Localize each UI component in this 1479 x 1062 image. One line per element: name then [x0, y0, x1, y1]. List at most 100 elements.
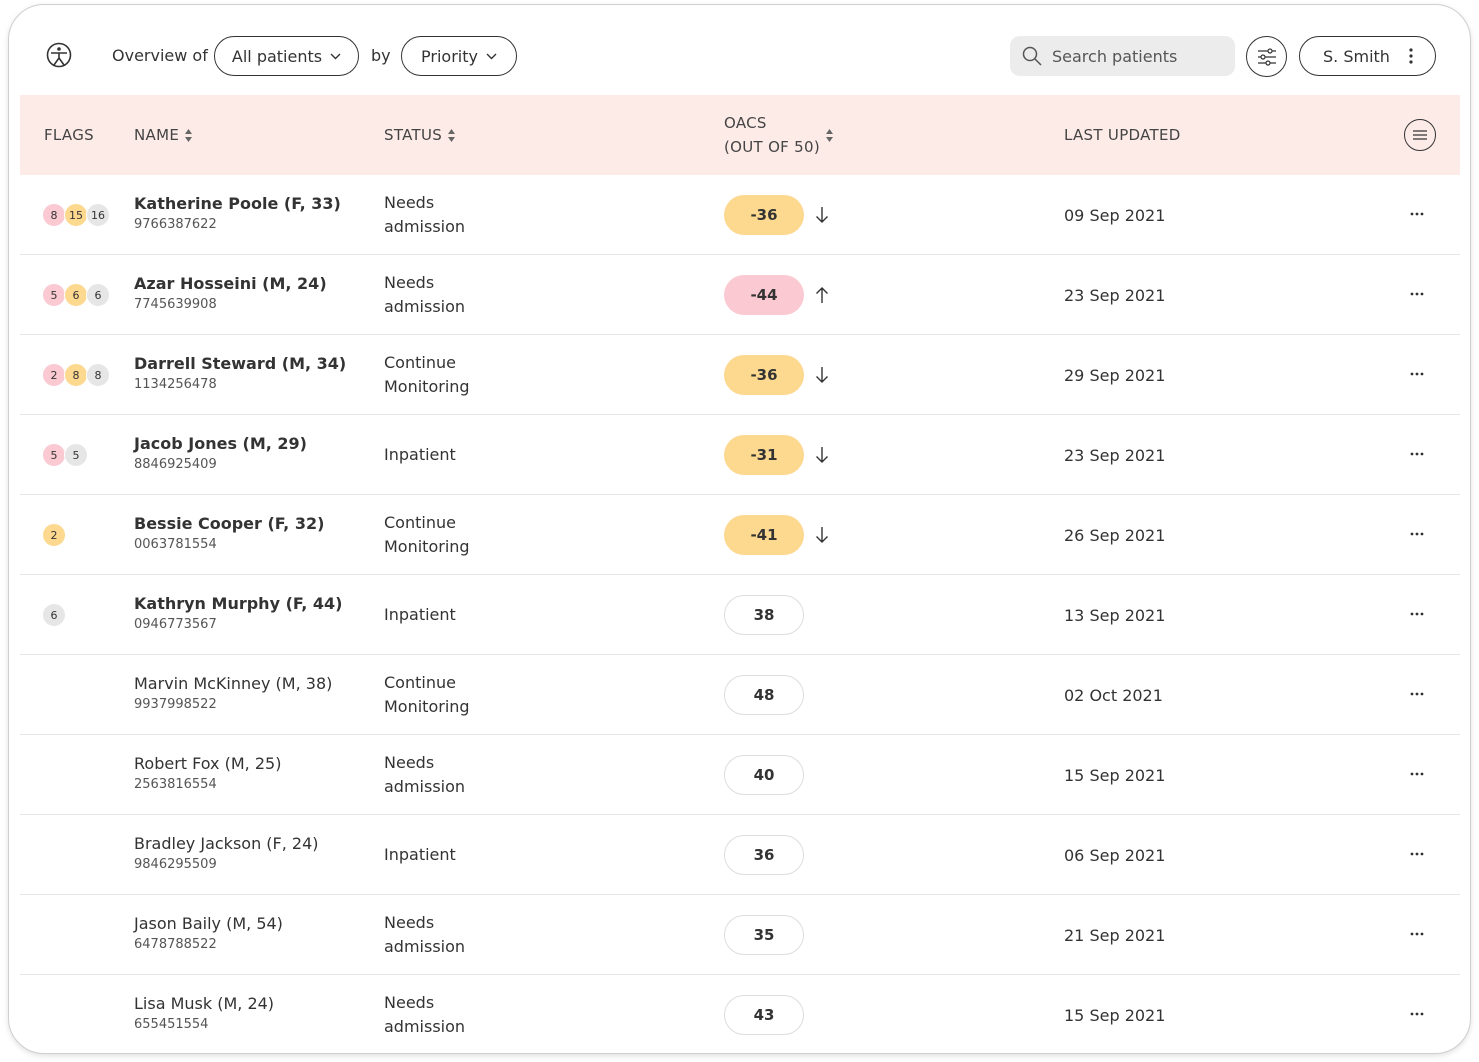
table-row[interactable]: 5 5 Jacob Jones (M, 29) 8846925409 Inpatient…: [20, 415, 1460, 495]
user-menu-button[interactable]: S. Smith: [1299, 36, 1436, 76]
patient-name[interactable]: Darrell Steward (M, 34): [134, 354, 347, 373]
table-row[interactable]: 6 Kathryn Murphy (F, 44) 0946773567 Inpatie…: [20, 575, 1460, 655]
last-updated-cell: 02 Oct 2021: [1064, 685, 1163, 705]
more-dots-icon[interactable]: [1410, 611, 1424, 617]
patient-name[interactable]: Jason Baily (M, 54): [134, 914, 283, 933]
more-dots-icon[interactable]: [1410, 1011, 1424, 1017]
patient-id: 8846925409: [134, 457, 217, 472]
status-cell: Continue Monitoring: [384, 495, 584, 575]
last-updated-header-label: LAST UPDATED: [1064, 126, 1181, 144]
name-cell: Lisa Musk (M, 24) 655451554: [134, 994, 274, 1032]
column-menu-button[interactable]: [1404, 119, 1436, 151]
status-text: Needs admission: [384, 193, 466, 236]
patient-name[interactable]: Bradley Jackson (F, 24): [134, 834, 319, 853]
patient-id: 9937998522: [134, 697, 217, 712]
table-row[interactable]: Robert Fox (M, 25) 2563816554 Needs admiss…: [20, 735, 1460, 815]
patients-filter-label: All patients: [231, 46, 323, 66]
oacs-score-badge: -31: [724, 435, 804, 475]
status-cell: Needs admission: [384, 975, 584, 1053]
flag-badge: 8: [86, 363, 110, 387]
arrow-down-icon: [816, 367, 828, 383]
name-cell: Robert Fox (M, 25) 2563816554: [134, 754, 281, 792]
more-dots-icon[interactable]: [1410, 531, 1424, 537]
oacs-score-badge: -41: [724, 515, 804, 555]
table-row[interactable]: Bradley Jackson (F, 24) 9846295509 Inpatie…: [20, 815, 1460, 895]
patient-id: 0063781554: [134, 537, 217, 552]
name-cell: Darrell Steward (M, 34) 1134256478: [134, 354, 346, 392]
more-dots-icon[interactable]: [1410, 931, 1424, 937]
name-header-label: NAME: [134, 126, 180, 144]
last-updated-cell: 21 Sep 2021: [1064, 925, 1166, 945]
search-input[interactable]: [1052, 46, 1212, 66]
more-dots-icon[interactable]: [1410, 771, 1424, 777]
patient-name[interactable]: Katherine Poole (F, 33): [134, 194, 341, 213]
last-updated-cell: 15 Sep 2021: [1064, 765, 1166, 785]
accessibility-logo-icon[interactable]: [46, 42, 72, 68]
filter-button[interactable]: [1246, 36, 1287, 77]
status-cell: Continue Monitoring: [384, 655, 584, 735]
table-row[interactable]: Lisa Musk (M, 24) 655451554 Needs admissio…: [20, 975, 1460, 1053]
table-row[interactable]: 2 Bessie Cooper (F, 32) 0063781554 Continue…: [20, 495, 1460, 575]
patient-name[interactable]: Lisa Musk (M, 24): [134, 994, 275, 1013]
table-row[interactable]: 5 6 6 Azar Hosseini (M, 24) 7745639908 Needs …: [20, 255, 1460, 335]
flag-badge: 8: [64, 363, 88, 387]
last-updated-cell: 09 Sep 2021: [1064, 205, 1166, 225]
patient-id: 6478788522: [134, 937, 217, 952]
more-dots-icon[interactable]: [1410, 851, 1424, 857]
patient-name[interactable]: Marvin McKinney (M, 38): [134, 674, 333, 693]
kebab-icon: [1409, 48, 1413, 64]
sort-by-dropdown[interactable]: Priority: [401, 36, 517, 76]
status-header-label: STATUS: [384, 126, 443, 144]
search-box: [1010, 36, 1235, 76]
table-row[interactable]: 2 8 8 Darrell Steward (M, 34) 1134256478 Cont…: [20, 335, 1460, 415]
name-cell: Bessie Cooper (F, 32) 0063781554: [134, 514, 324, 552]
column-header-name[interactable]: NAME: [134, 95, 193, 175]
app-window: Overview of All patients by Priority: [8, 4, 1471, 1054]
chevron-down-icon: [486, 53, 497, 59]
column-header-oacs[interactable]: OACS (OUT OF 50): [724, 95, 834, 175]
flags-cell: 6: [42, 603, 66, 627]
column-header-status[interactable]: STATUS: [384, 95, 456, 175]
more-dots-icon[interactable]: [1410, 691, 1424, 697]
table-row[interactable]: Jason Baily (M, 54) 6478788522 Needs admis…: [20, 895, 1460, 975]
more-dots-icon[interactable]: [1410, 451, 1424, 457]
status-cell: Needs admission: [384, 895, 584, 975]
oacs-header-label: OACS: [724, 114, 767, 132]
patient-name[interactable]: Azar Hosseini (M, 24): [134, 274, 327, 293]
status-text: Continue Monitoring: [384, 353, 470, 396]
table-row[interactable]: 8 15 16 Katherine Poole (F, 33) 9766387622 Ne…: [20, 175, 1460, 255]
more-dots-icon[interactable]: [1410, 371, 1424, 377]
menu-lines-icon: [1413, 130, 1427, 140]
flag-badge: 8: [42, 203, 66, 227]
sort-by-label: Priority: [421, 46, 478, 66]
sort-icon: [448, 128, 456, 142]
status-text: Inpatient: [384, 605, 456, 624]
flag-badge: 5: [42, 283, 66, 307]
status-text: Continue Monitoring: [384, 513, 470, 556]
table-row[interactable]: Marvin McKinney (M, 38) 9937998522 Continu…: [20, 655, 1460, 735]
patients-filter-dropdown[interactable]: All patients: [214, 36, 359, 76]
oacs-score-badge: 48: [724, 675, 804, 715]
status-text: Needs admission: [384, 993, 466, 1036]
status-cell: Continue Monitoring: [384, 335, 584, 415]
more-dots-icon[interactable]: [1410, 291, 1424, 297]
flags-header-label: FLAGS: [44, 126, 94, 144]
status-cell: Needs admission: [384, 255, 584, 335]
oacs-score-badge: 36: [724, 835, 804, 875]
search-icon: [1022, 46, 1042, 66]
last-updated-cell: 13 Sep 2021: [1064, 605, 1166, 625]
status-cell: Needs admission: [384, 735, 584, 815]
flag-badge: 16: [86, 203, 110, 227]
last-updated-cell: 23 Sep 2021: [1064, 445, 1166, 465]
patient-name[interactable]: Jacob Jones (M, 29): [134, 434, 307, 453]
status-cell: Inpatient: [384, 815, 584, 895]
patient-name[interactable]: Bessie Cooper (F, 32): [134, 514, 325, 533]
more-dots-icon[interactable]: [1410, 211, 1424, 217]
patient-name[interactable]: Robert Fox (M, 25): [134, 754, 282, 773]
table-header: FLAGS NAME STATUS OACS (OUT OF 50) LAST …: [20, 95, 1460, 175]
flag-badge: 2: [42, 363, 66, 387]
last-updated-cell: 23 Sep 2021: [1064, 285, 1166, 305]
patient-name[interactable]: Kathryn Murphy (F, 44): [134, 594, 343, 613]
arrow-up-icon: [816, 287, 828, 303]
